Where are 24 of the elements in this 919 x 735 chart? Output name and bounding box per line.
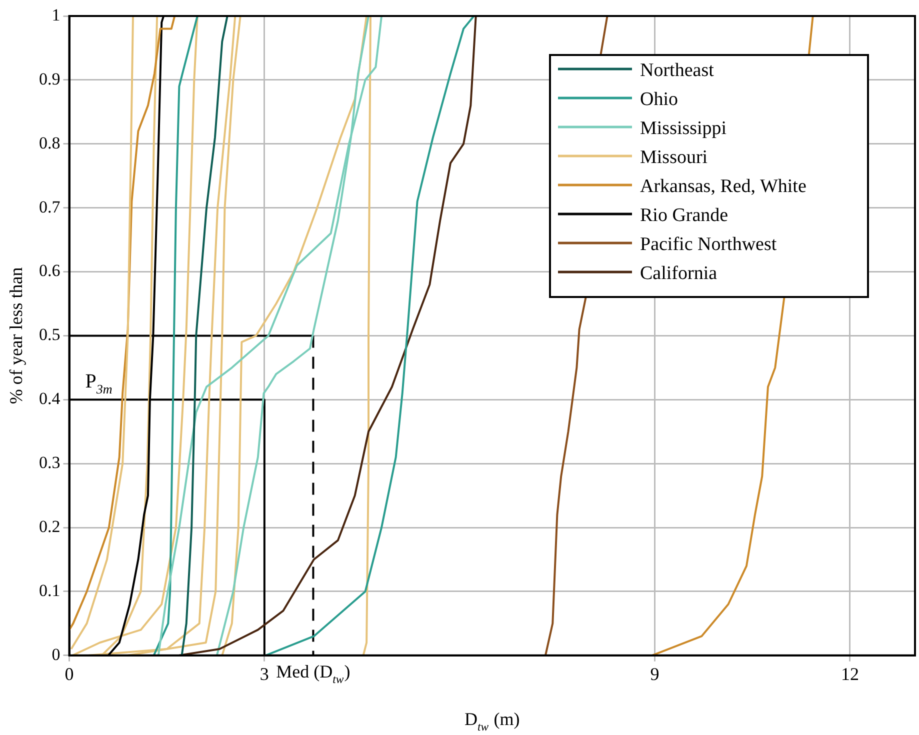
y-tick-label: 0.8 xyxy=(39,133,60,152)
x-tick-label: 12 xyxy=(840,664,859,684)
y-axis-title: % of year less than xyxy=(6,267,26,404)
y-tick-label: 0.3 xyxy=(39,453,60,472)
legend-label: Missouri xyxy=(640,147,708,168)
legend-label: Arkansas, Red, White xyxy=(640,176,806,197)
y-tick-label: 0 xyxy=(52,644,60,664)
y-tick-label: 0.4 xyxy=(39,389,61,408)
y-tick-label: 0.6 xyxy=(39,261,60,280)
legend-label: Ohio xyxy=(640,89,678,110)
legend-label: California xyxy=(640,263,718,284)
y-tick-label: 0.5 xyxy=(39,325,60,344)
y-tick-label: 0.2 xyxy=(39,516,60,536)
x-tick-label: 3 xyxy=(260,664,269,684)
x-tick-label: 9 xyxy=(650,664,660,684)
y-tick-label: 1 xyxy=(52,5,60,24)
y-tick-label: 0.7 xyxy=(39,197,61,216)
legend-label: Mississippi xyxy=(640,118,727,139)
legend-label: Northeast xyxy=(640,60,715,81)
y-tick-label: 0.1 xyxy=(39,580,60,600)
y-tick-label: 0.9 xyxy=(39,69,60,88)
legend-label: Rio Grande xyxy=(640,205,728,226)
x-tick-label: 0 xyxy=(64,664,74,684)
legend-label: Pacific Northwest xyxy=(640,234,778,255)
